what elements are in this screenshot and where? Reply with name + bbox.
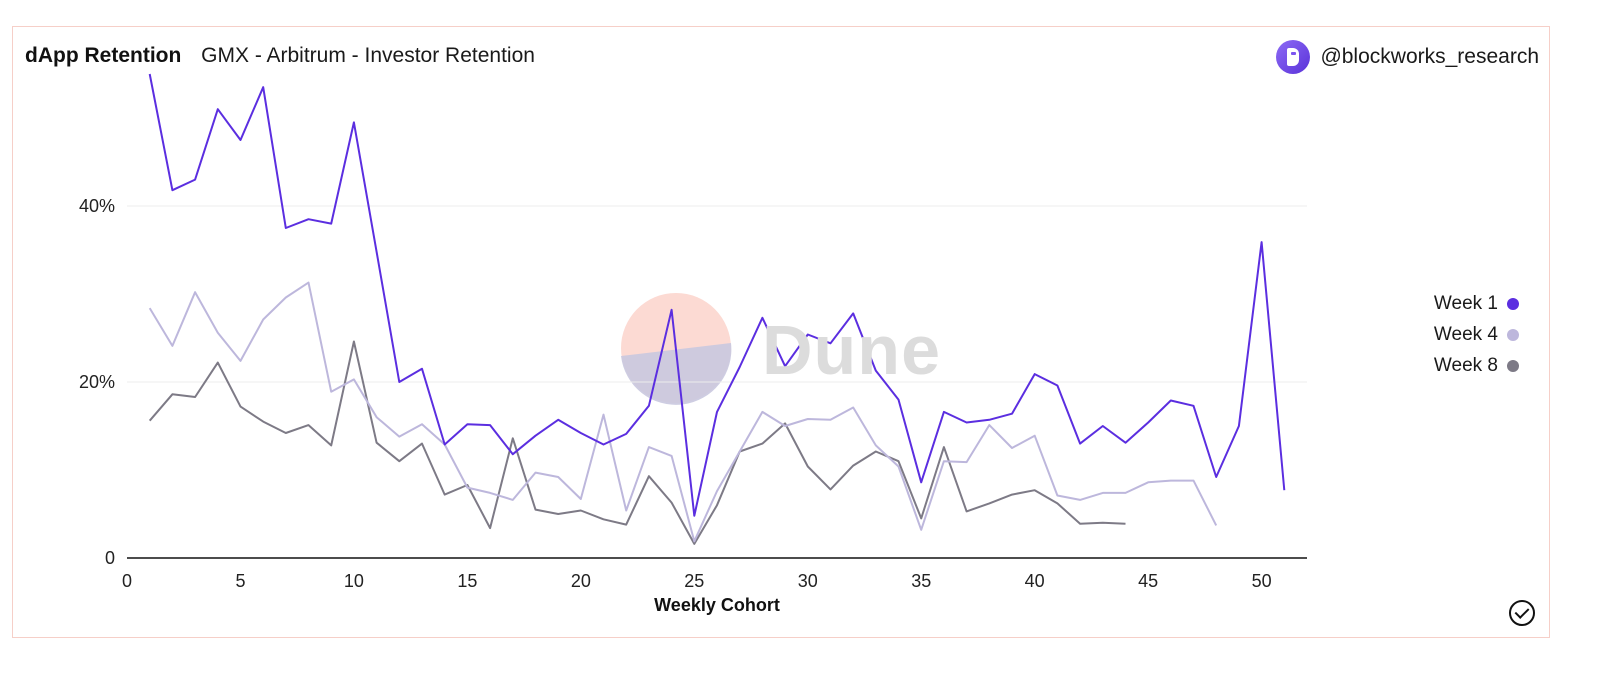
- x-tick-label: 35: [911, 571, 931, 591]
- blockworks-logo-icon: [1276, 40, 1311, 74]
- series-line-week-8: [148, 340, 1126, 545]
- legend-item-week8[interactable]: Week 8: [1424, 350, 1519, 381]
- legend-dot-icon: [1507, 359, 1519, 372]
- legend-dot-icon: [1507, 297, 1519, 310]
- x-tick-label: 30: [798, 571, 818, 591]
- chart-axes: 0 20% 40% 0 5 10 15 20 25 30 35 40 45 50 Weekly Cohort: [79, 196, 1307, 615]
- legend-item-week1[interactable]: Week 1: [1424, 288, 1519, 319]
- legend-label: Week 1: [1433, 292, 1498, 314]
- checkmark-circle-icon[interactable]: [1509, 600, 1535, 626]
- x-tick-label: 5: [235, 571, 245, 591]
- author-handle: @blockworks_research: [1320, 45, 1539, 68]
- x-tick-label: 45: [1138, 571, 1158, 591]
- y-tick-label: 40%: [79, 196, 115, 216]
- dune-watermark-text: Dune: [762, 311, 941, 389]
- legend-dot-icon: [1507, 328, 1519, 341]
- y-tick-label: 20%: [79, 372, 115, 392]
- x-axis-label: Weekly Cohort: [654, 595, 780, 615]
- chart-series: [148, 73, 1286, 545]
- x-tick-label: 25: [684, 571, 704, 591]
- legend-label: Week 4: [1433, 323, 1498, 345]
- chart-gridlines: [127, 205, 1307, 383]
- chart-title-row: dApp Retention GMX - Arbitrum - Investor…: [25, 44, 535, 68]
- x-tick-label: 0: [122, 571, 132, 591]
- chart-legend: Week 1 Week 4 Week 8: [1424, 288, 1519, 381]
- series-line-week-4: [148, 281, 1218, 543]
- chart-card: dApp Retention GMX - Arbitrum - Investor…: [12, 26, 1550, 638]
- legend-item-week4[interactable]: Week 4: [1424, 319, 1519, 350]
- watermark-circle-bottom: [621, 343, 732, 405]
- y-tick-label: 0: [105, 548, 115, 568]
- dashboard-title: dApp Retention: [25, 44, 182, 67]
- series-line-week-1: [148, 73, 1286, 517]
- x-tick-label: 20: [571, 571, 591, 591]
- chart-subtitle: GMX - Arbitrum - Investor Retention: [201, 44, 535, 67]
- x-tick-label: 15: [457, 571, 477, 591]
- author-link[interactable]: @blockworks_research: [1276, 40, 1539, 74]
- x-tick-label: 40: [1025, 571, 1045, 591]
- legend-label: Week 8: [1433, 354, 1498, 376]
- x-tick-label: 10: [344, 571, 364, 591]
- x-tick-label: 50: [1252, 571, 1272, 591]
